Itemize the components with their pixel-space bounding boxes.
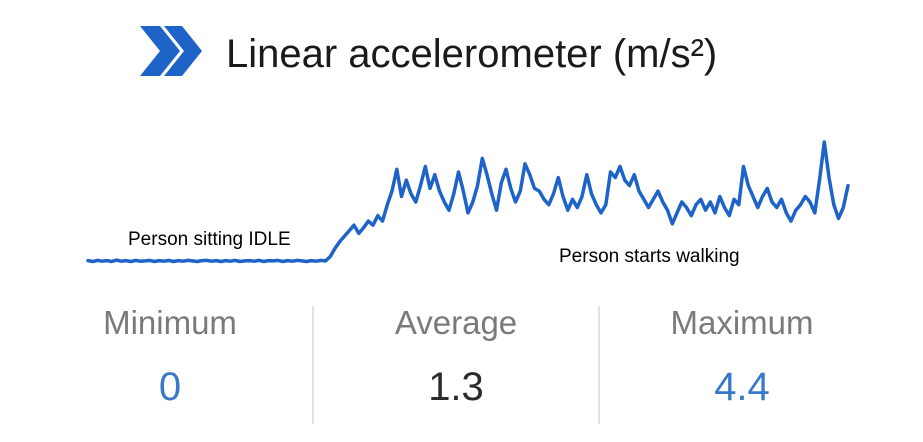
stat-average-label: Average (394, 304, 518, 341)
double-chevron-right-icon (140, 26, 202, 76)
stat-maximum-label: Maximum (670, 304, 814, 341)
divider (598, 306, 600, 424)
stat-minimum-label: Minimum (103, 304, 237, 341)
divider (312, 306, 314, 424)
stats-row: Minimum 0 Average 1.3 Maximum 4.4 (0, 300, 923, 430)
stat-average: Average 1.3 (331, 300, 581, 410)
stat-minimum: Minimum 0 (45, 300, 295, 410)
stat-minimum-value: 0 (158, 365, 182, 409)
card-header: Linear accelerometer (m/s²) (0, 0, 923, 110)
page-title: Linear accelerometer (m/s²) (226, 32, 718, 76)
annotation-idle: Person sitting IDLE (128, 229, 291, 250)
stat-maximum-value: 4.4 (714, 365, 770, 409)
stat-average-value: 1.3 (428, 365, 484, 409)
accelerometer-line-chart (0, 110, 923, 285)
series-line (86, 140, 850, 264)
chart-svg (86, 140, 850, 264)
annotation-walking: Person starts walking (559, 246, 740, 267)
stat-maximum: Maximum 4.4 (617, 300, 867, 410)
